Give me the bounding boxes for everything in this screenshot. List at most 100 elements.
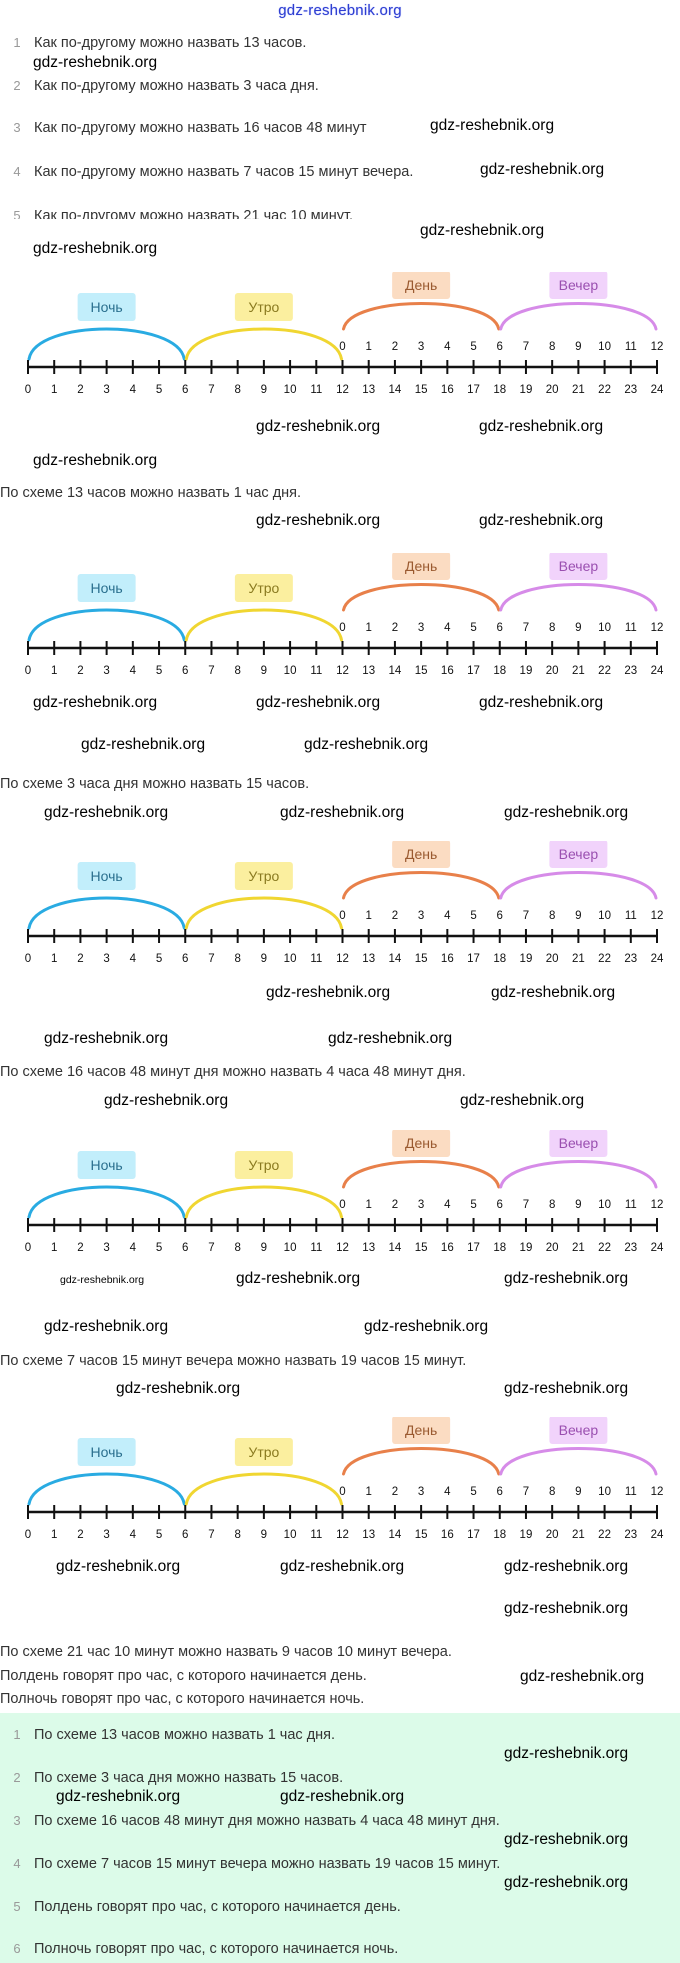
period-arc-3 [499, 302, 658, 331]
period-arc-0 [27, 608, 186, 642]
answer-text: По схеме 3 часа дня можно назвать 15 час… [34, 1770, 344, 1786]
period-arc-0 [27, 327, 186, 361]
axis-tick-label: 0 [25, 384, 31, 396]
axis-tick-label: 14 [389, 1242, 402, 1254]
period-arc-2 [342, 583, 501, 612]
question-2: 2 Как по-другому можно назвать 3 часа дня… [0, 77, 319, 95]
pm-tick-label: 10 [598, 341, 611, 353]
pm-tick-label: 8 [549, 622, 555, 634]
pm-tick-label: 12 [651, 1486, 664, 1498]
period-label-bg [549, 552, 608, 580]
pm-tick-label: 2 [392, 910, 398, 922]
explanation-5: По схеме 21 час 10 минут можно назвать 9… [0, 1644, 452, 1660]
axis-tick-label: 1 [51, 953, 57, 965]
answer-text: По схеме 7 часов 15 минут вечера можно н… [34, 1856, 501, 1872]
answer-number: 2 [13, 1770, 21, 1785]
answer-6: 6 Полночь говорят про час, с которого нач… [0, 1940, 398, 1958]
axis-tick-label: 20 [546, 1242, 559, 1254]
period-arc-1 [184, 1472, 343, 1506]
axis-tick-label: 19 [520, 384, 533, 396]
pm-tick-label: 8 [549, 1486, 555, 1498]
axis-tick-label: 21 [572, 953, 585, 965]
axis-tick-label: 4 [130, 384, 137, 396]
pm-tick-label: 12 [651, 910, 664, 922]
period-arc-2 [342, 871, 501, 900]
axis-tick-label: 5 [156, 384, 162, 396]
pm-tick-label: 1 [366, 1199, 372, 1211]
axis-tick-label: 6 [182, 384, 188, 396]
period-label-bg [392, 1129, 451, 1157]
axis-tick-label: 13 [362, 665, 375, 677]
axis-tick-label: 14 [389, 1529, 402, 1541]
axis-tick-label: 11 [310, 665, 322, 677]
watermark-text: gdz-reshebnik.org [280, 1788, 405, 1805]
pm-tick-label: 11 [625, 1486, 637, 1498]
watermark-text: gdz-reshebnik.org [60, 1274, 145, 1286]
period-label: Ночь [91, 1444, 123, 1460]
axis-tick-label: 9 [261, 384, 267, 396]
watermark-text: gdz-reshebnik.org [479, 694, 604, 711]
pm-tick-label: 7 [523, 1486, 529, 1498]
watermark-text: gdz-reshebnik.org [44, 1030, 169, 1047]
period-label-bg [77, 1438, 136, 1466]
axis-tick-label: 10 [284, 1529, 297, 1541]
axis-tick-label: 1 [51, 1242, 57, 1254]
pm-tick-label: 9 [575, 1199, 581, 1211]
answer-text: По схеме 13 часов можно назвать 1 час дн… [34, 1727, 336, 1743]
period-label-bg [392, 840, 451, 868]
axis-tick-label: 1 [51, 384, 57, 396]
period-label-bg [77, 293, 136, 321]
axis-tick-label: 22 [598, 665, 611, 677]
pm-tick-label: 5 [470, 1486, 476, 1498]
axis-tick-label: 3 [103, 1529, 109, 1541]
period-label: Вечер [559, 558, 599, 574]
pm-tick-label: 6 [497, 1486, 503, 1498]
period-arc-2 [342, 302, 501, 331]
watermark-text: gdz-reshebnik.org [460, 1092, 585, 1109]
period-label-bg [549, 1416, 608, 1444]
watermark-text: gdz-reshebnik.org [33, 694, 158, 711]
question-text: Как по-другому можно назвать 3 часа дня. [34, 78, 319, 94]
axis-tick-label: 0 [25, 665, 31, 677]
pm-tick-label: 0 [339, 910, 345, 922]
axis-tick-label: 6 [182, 1529, 188, 1541]
pm-tick-label: 8 [549, 341, 555, 353]
period-label: Вечер [559, 277, 599, 293]
axis-tick-label: 14 [389, 384, 402, 396]
pm-tick-label: 6 [497, 341, 503, 353]
axis-tick-label: 7 [208, 953, 214, 965]
axis-tick-label: 23 [624, 665, 637, 677]
period-label: Вечер [559, 1135, 599, 1151]
pm-tick-label: 4 [444, 1199, 451, 1211]
question-5: 5 Как по-другому можно назвать 21 час 10 … [0, 207, 353, 219]
axis-tick-label: 11 [310, 1242, 322, 1254]
axis-tick-label: 19 [520, 953, 533, 965]
axis-tick-label: 8 [234, 1242, 240, 1254]
answer-number: 5 [13, 1899, 21, 1914]
pm-tick-label: 11 [625, 622, 637, 634]
watermark-text: gdz-reshebnik.org [81, 736, 206, 753]
answer-1: 1 По схеме 13 часов можно назвать 1 час д… [0, 1726, 335, 1744]
axis-tick-label: 10 [284, 384, 297, 396]
watermark-text: gdz-reshebnik.org [33, 240, 158, 257]
pm-tick-label: 9 [575, 341, 581, 353]
answer-text: Полночь говорят про час, с которого начи… [34, 1941, 399, 1957]
axis-tick-label: 6 [182, 1242, 188, 1254]
period-label-bg [234, 1438, 293, 1466]
axis-tick-label: 4 [130, 953, 137, 965]
axis-tick-label: 22 [598, 1529, 611, 1541]
question-number: 2 [13, 78, 21, 93]
question-text: Как по-другому можно назвать 13 часов. [34, 35, 307, 51]
axis-tick-label: 22 [598, 1242, 611, 1254]
question-number: 1 [13, 35, 21, 50]
axis-tick-label: 8 [234, 665, 240, 677]
pm-tick-label: 5 [470, 910, 476, 922]
axis-tick-label: 8 [234, 384, 240, 396]
watermark-text: gdz-reshebnik.org [44, 1318, 169, 1335]
period-label: День [405, 846, 437, 862]
question-3: 3 Как по-другому можно назвать 16 часов 4… [0, 119, 366, 137]
pm-tick-label: 4 [444, 910, 451, 922]
